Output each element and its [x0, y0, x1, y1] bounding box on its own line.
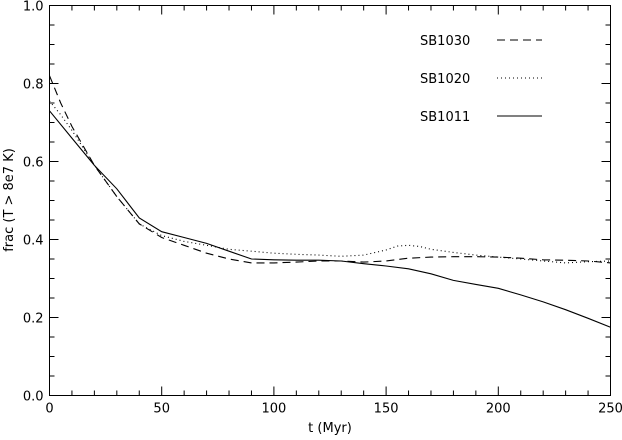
y-tick-label: 0.6: [23, 156, 44, 171]
series-line-sb1011: [49, 110, 611, 328]
y-tick-label: 0.4: [23, 234, 44, 249]
x-tick-label: 100: [261, 402, 286, 417]
legend-label-sb1030: SB1030: [420, 34, 470, 49]
ticks-layer: 0 50 100 150 200 250 0.0 0.2 0.4 0.6 0.8 1.0: [23, 0, 622, 417]
x-tick-label: 150: [374, 402, 399, 417]
y-tick-label: 1.0: [23, 0, 44, 15]
y-tick-label: 0.8: [23, 78, 44, 93]
legend-label-sb1011: SB1011: [420, 110, 470, 125]
y-tick-label: 0.2: [23, 312, 44, 327]
x-tick-label: 200: [486, 402, 511, 417]
x-tick-label: 250: [598, 402, 622, 417]
x-axis-title: t (Myr): [308, 421, 352, 436]
y-tick-label: 0.0: [23, 390, 44, 405]
x-tick-label: 0: [45, 402, 53, 417]
series-line-sb1020: [49, 100, 611, 264]
legend: SB1030 SB1020 SB1011: [420, 34, 542, 125]
x-tick-label: 50: [153, 402, 170, 417]
y-axis-title: frac (T > 8e7 K): [2, 148, 17, 252]
series-layer: [48, 75, 611, 328]
legend-label-sb1020: SB1020: [420, 72, 470, 87]
plot-frame: [49, 5, 611, 396]
series-line-sb1030: [48, 75, 611, 264]
